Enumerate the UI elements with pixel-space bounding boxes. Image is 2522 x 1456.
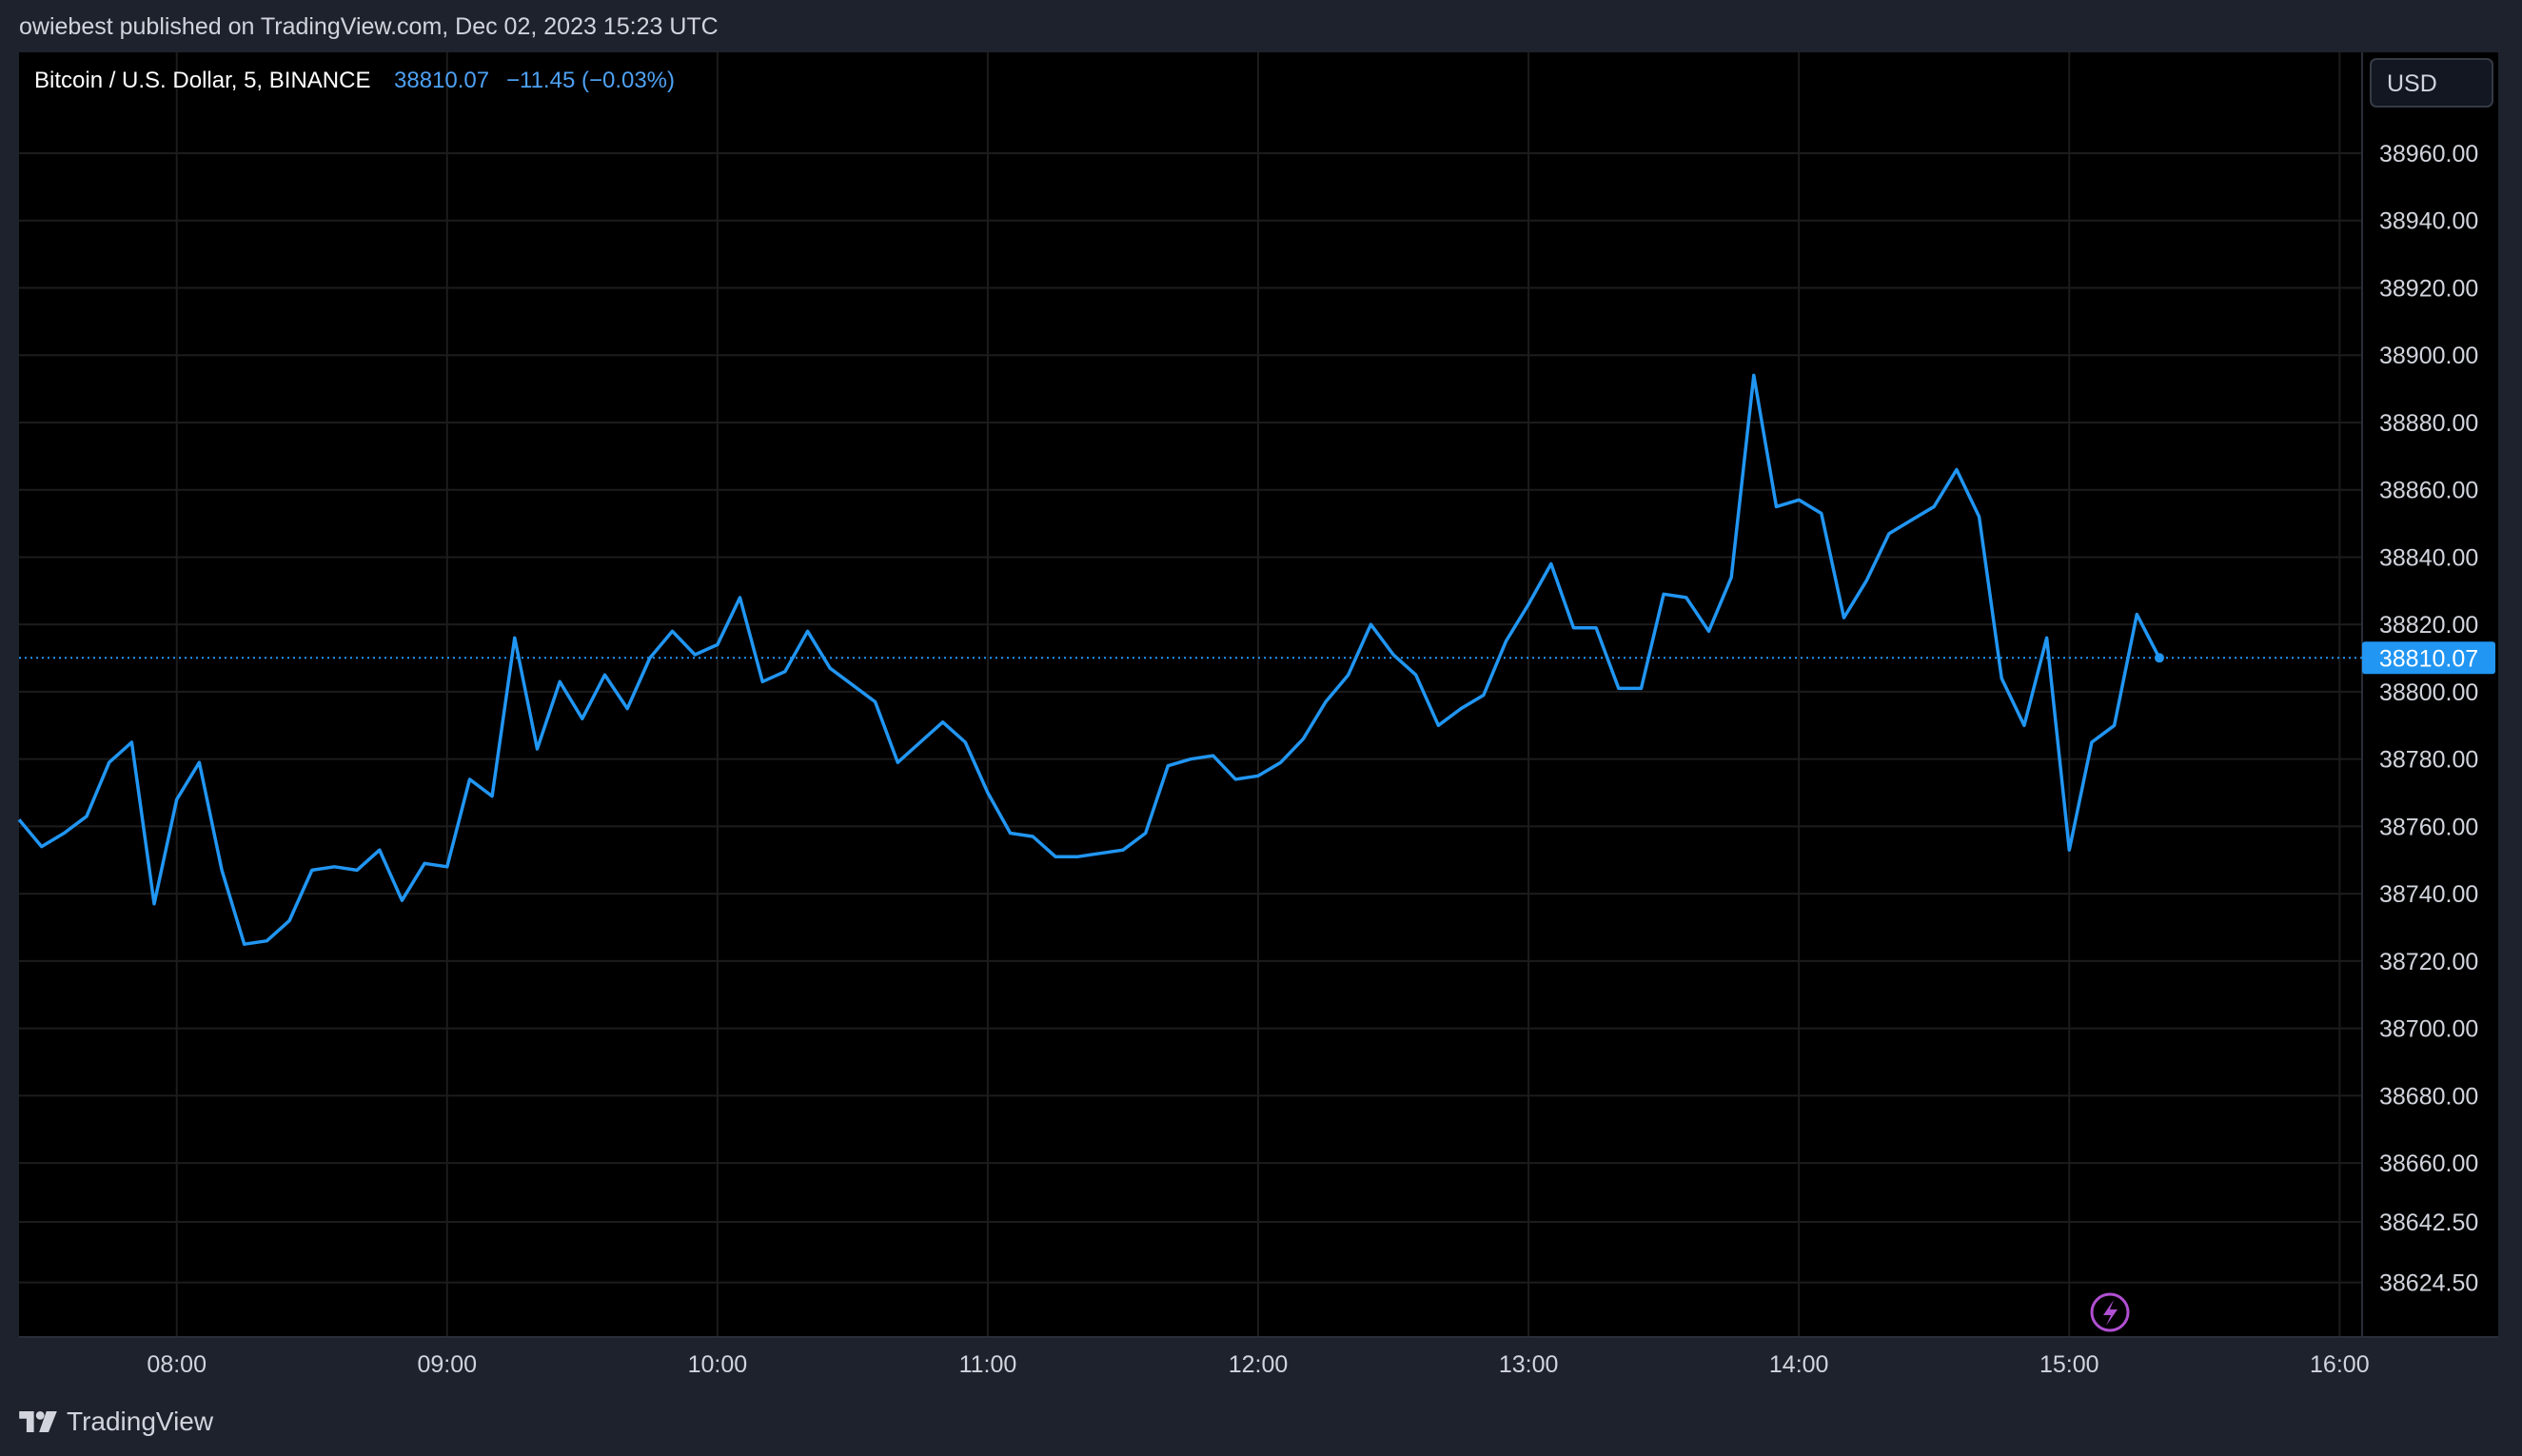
symbol-label: Bitcoin / U.S. Dollar, 5, BINANCE xyxy=(34,68,370,93)
y-tick-label: 38720.00 xyxy=(2379,949,2478,975)
price-series-line xyxy=(17,373,2161,946)
legend-change: −11.45 (−0.03%) xyxy=(506,68,675,93)
time-axis[interactable]: 08:00 09:00 10:00 11:00 12:00 13:00 14:00 15:00… xyxy=(147,1351,2369,1378)
y-tick-label: 38900.00 xyxy=(2379,343,2478,369)
tradingview-logo-icon xyxy=(19,1411,57,1432)
x-tick-label: 11:00 xyxy=(959,1351,1017,1378)
y-tick-label: 38820.00 xyxy=(2379,612,2478,639)
x-tick-label: 16:00 xyxy=(2310,1351,2370,1378)
y-tick-label: 38660.00 xyxy=(2379,1151,2478,1177)
y-tick-label: 38624.50 xyxy=(2379,1270,2478,1297)
last-price-label: 38810.07 xyxy=(2379,645,2478,672)
price-points xyxy=(19,375,2159,944)
y-tick-label: 38642.50 xyxy=(2379,1210,2478,1236)
x-tick-label: 08:00 xyxy=(147,1351,207,1378)
brand-name: TradingView xyxy=(67,1407,214,1436)
y-tick-label: 38760.00 xyxy=(2379,814,2478,840)
legend-price: 38810.07 xyxy=(394,68,489,93)
currency-label: USD xyxy=(2387,70,2437,97)
y-tick-label: 38880.00 xyxy=(2379,410,2478,437)
y-tick-label: 38920.00 xyxy=(2379,275,2478,302)
last-price-tag: 38810.07 xyxy=(2362,641,2495,675)
lightning-icon[interactable] xyxy=(2090,1292,2130,1332)
last-price-dot xyxy=(2154,653,2164,663)
y-tick-label: 38680.00 xyxy=(2379,1083,2478,1110)
y-tick-label: 38800.00 xyxy=(2379,679,2478,706)
x-tick-label: 10:00 xyxy=(688,1351,748,1378)
price-axis[interactable]: 38960.00 38940.00 38920.00 38900.00 38880.00… xyxy=(2379,141,2478,1297)
y-tick-label: 38960.00 xyxy=(2379,141,2478,167)
x-tick-label: 14:00 xyxy=(1769,1351,1829,1378)
x-tick-label: 12:00 xyxy=(1229,1351,1289,1378)
y-tick-label: 38700.00 xyxy=(2379,1016,2478,1043)
y-tick-label: 38780.00 xyxy=(2379,747,2478,774)
publish-info: owiebest published on TradingView.com, D… xyxy=(19,13,719,40)
currency-button[interactable]: USD xyxy=(2370,58,2493,108)
y-tick-label: 38840.00 xyxy=(2379,544,2478,571)
x-tick-label: 13:00 xyxy=(1499,1351,1559,1378)
y-tick-label: 38940.00 xyxy=(2379,208,2478,235)
x-tick-label: 15:00 xyxy=(2039,1351,2099,1378)
x-tick-label: 09:00 xyxy=(418,1351,478,1378)
grid xyxy=(19,52,2362,1337)
tradingview-brand[interactable]: TradingView xyxy=(19,1407,213,1437)
y-tick-label: 38740.00 xyxy=(2379,881,2478,908)
legend: Bitcoin / U.S. Dollar, 5, BINANCE 38810.… xyxy=(34,68,675,93)
y-tick-label: 38860.00 xyxy=(2379,478,2478,504)
